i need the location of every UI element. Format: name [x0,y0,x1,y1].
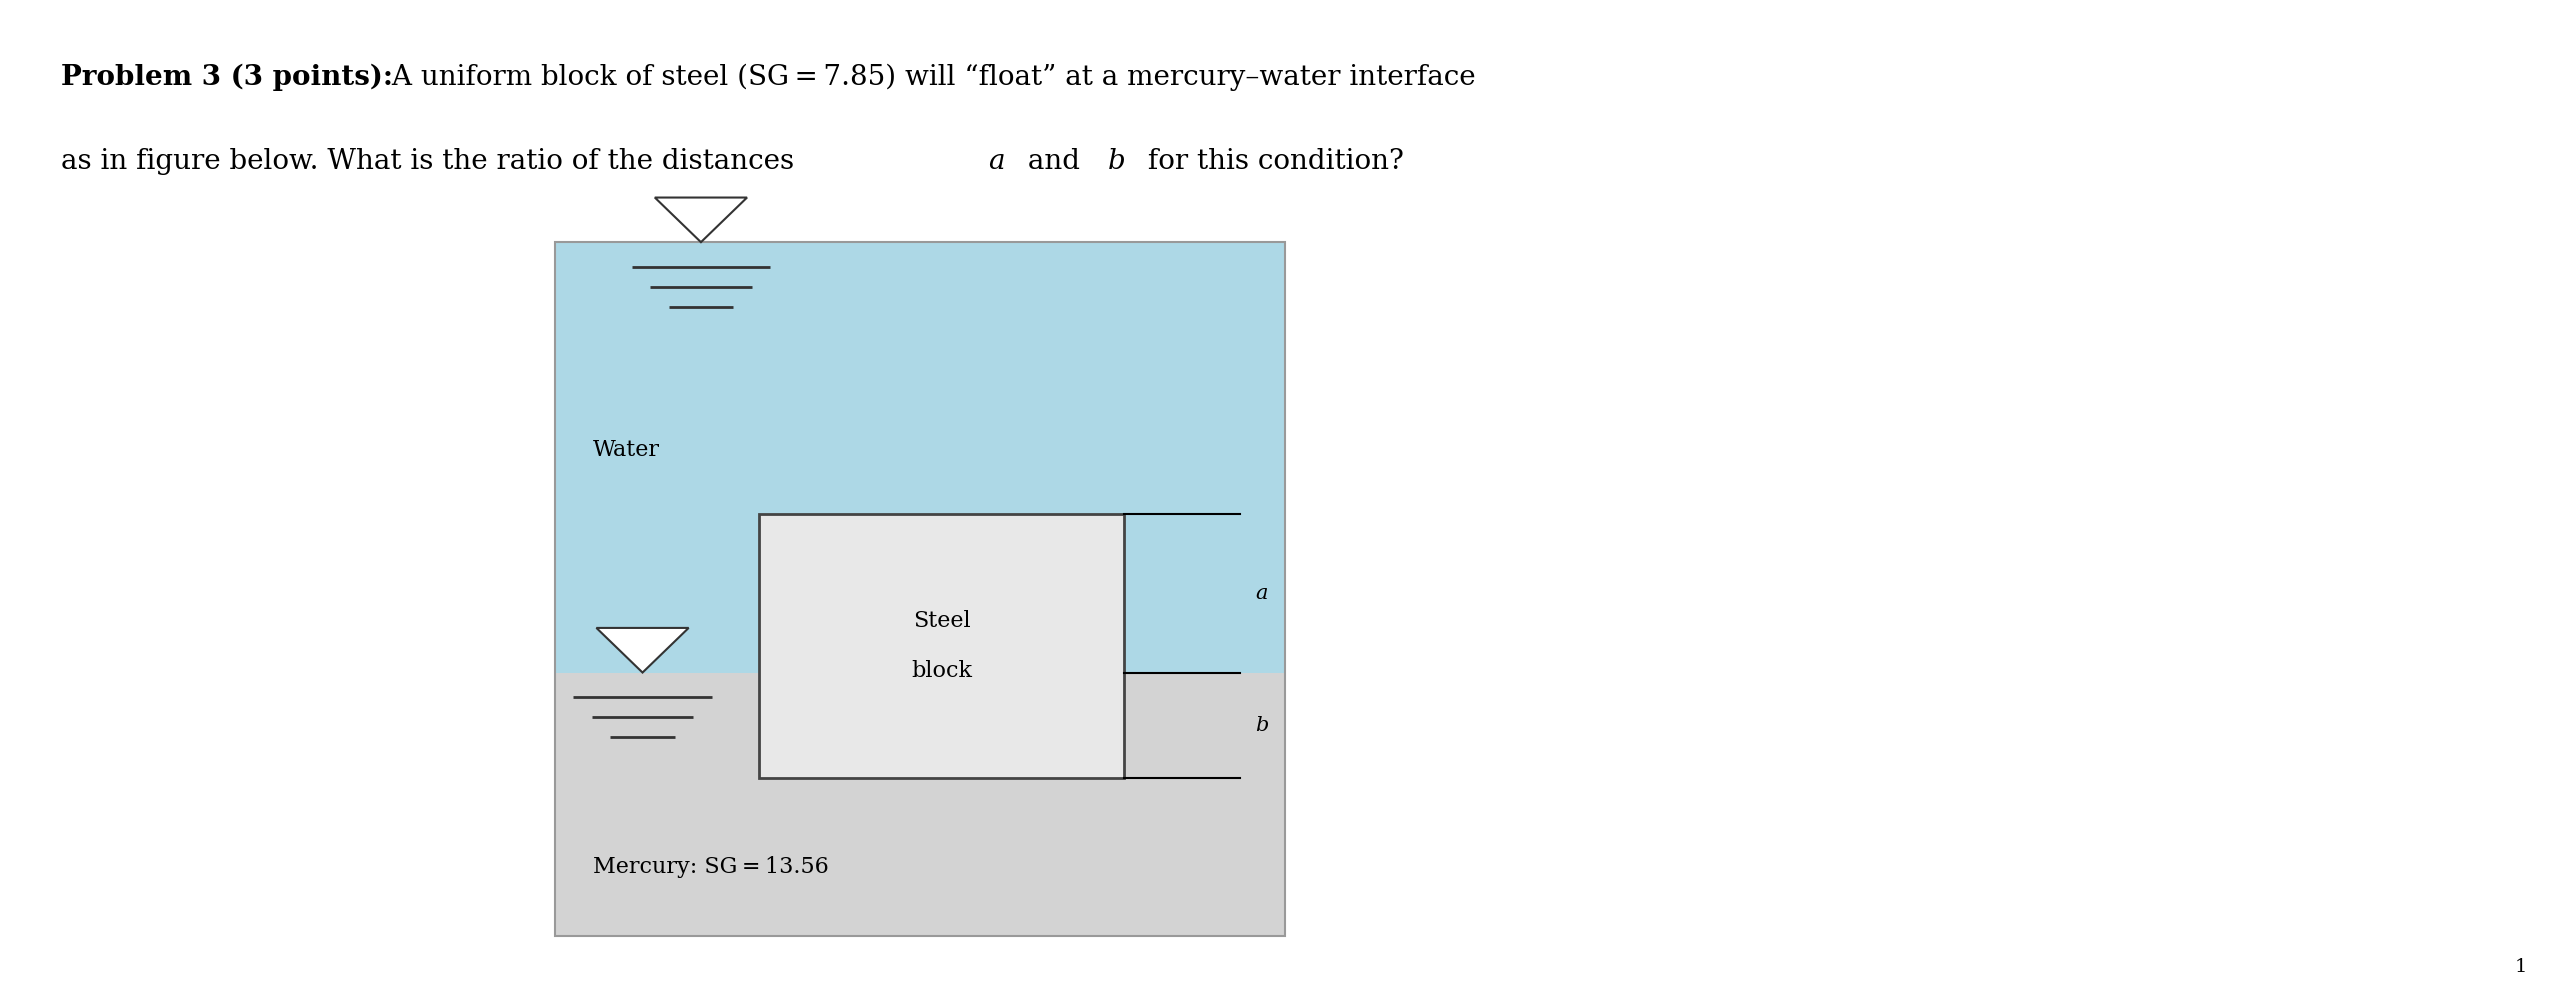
Polygon shape [596,628,689,673]
Text: Water: Water [594,439,660,461]
Text: for this condition?: for this condition? [1139,148,1403,175]
Bar [555,242,1285,673]
Text: block: block [912,660,971,682]
Text: a: a [987,148,1005,175]
Polygon shape [655,198,748,242]
Bar [555,242,1285,936]
Text: as in figure below. What is the ratio of the distances: as in figure below. What is the ratio of… [62,148,802,175]
Text: Mercury: SG = 13.56: Mercury: SG = 13.56 [594,856,830,878]
Text: a: a [1254,584,1267,603]
Text: 1: 1 [2516,958,2526,976]
Text: and: and [1018,148,1090,175]
Text: b: b [1254,716,1270,735]
Bar [758,514,1126,778]
Text: A uniform block of steel (SG = 7.85) will “float” at a mercury–water interface: A uniform block of steel (SG = 7.85) wil… [383,64,1475,91]
Text: Steel: Steel [912,610,971,632]
Text: b: b [1108,148,1126,175]
Text: Problem 3 (3 points):: Problem 3 (3 points): [62,64,393,91]
Bar [555,673,1285,936]
